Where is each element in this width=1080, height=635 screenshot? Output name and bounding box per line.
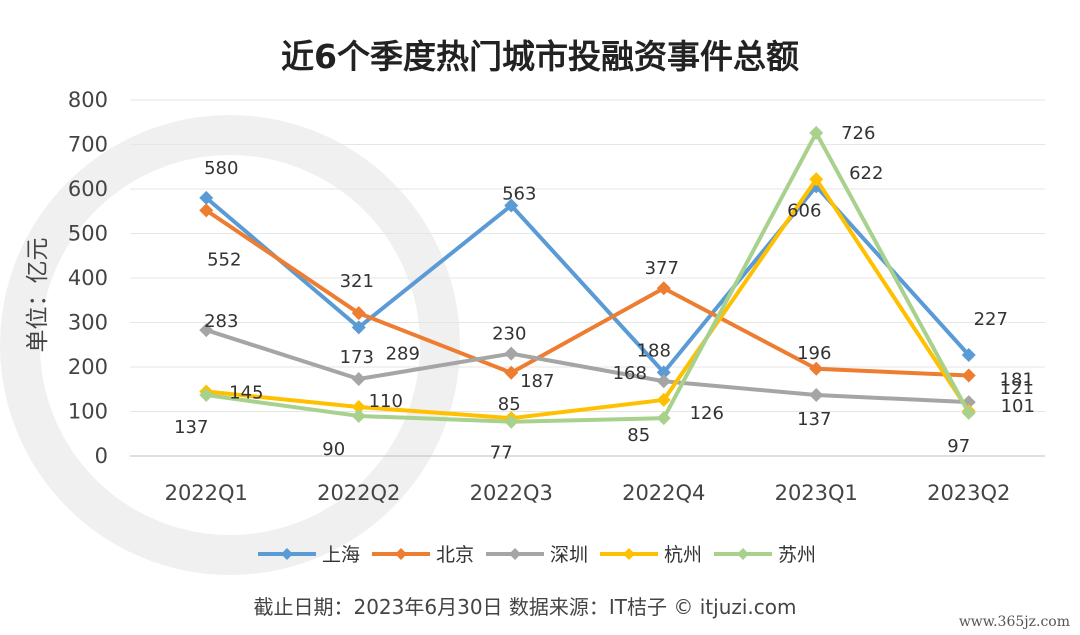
data-label: 181 bbox=[1000, 369, 1034, 390]
data-labels: 580 289 563 188 606 227 552 321 187 377 196 181 283 1… bbox=[174, 123, 1035, 464]
data-point bbox=[504, 198, 519, 213]
data-label: 580 bbox=[204, 158, 238, 179]
data-point bbox=[809, 172, 824, 187]
x-tick-label: 2022Q3 bbox=[470, 481, 553, 505]
data-point bbox=[656, 365, 671, 380]
data-point bbox=[199, 203, 214, 218]
data-point bbox=[656, 392, 671, 407]
data-label: 85 bbox=[627, 425, 650, 446]
series-line bbox=[205, 328, 969, 405]
y-tick-label: 800 bbox=[68, 88, 108, 112]
data-point bbox=[961, 405, 976, 420]
data-label: 606 bbox=[787, 200, 821, 221]
data-point bbox=[504, 414, 519, 429]
y-tick-label: 300 bbox=[68, 311, 108, 335]
data-label: 289 bbox=[386, 343, 420, 364]
data-label: 188 bbox=[637, 340, 671, 361]
data-point bbox=[351, 372, 366, 387]
data-label: 101 bbox=[1001, 396, 1035, 417]
data-label: 196 bbox=[797, 343, 831, 364]
data-point bbox=[351, 400, 366, 415]
data-point bbox=[961, 368, 976, 383]
data-point bbox=[351, 306, 366, 321]
data-point bbox=[199, 388, 214, 403]
legend-label: 杭州 bbox=[664, 544, 702, 566]
data-label: 726 bbox=[841, 123, 875, 144]
data-label: 173 bbox=[340, 347, 374, 368]
data-label: 145 bbox=[229, 382, 263, 403]
y-axis-label: 单位：亿元 bbox=[25, 238, 51, 353]
data-label: 85 bbox=[498, 394, 521, 415]
series-line bbox=[206, 177, 971, 421]
data-label: 563 bbox=[502, 183, 536, 204]
series-line bbox=[205, 130, 971, 424]
y-tick-label: 500 bbox=[68, 222, 108, 246]
x-tick-label: 2022Q2 bbox=[317, 481, 400, 505]
data-label: 283 bbox=[204, 311, 238, 332]
y-tick-labels: 0 100 200 300 400 500 600 700 800 bbox=[68, 88, 108, 468]
legend-label: 深圳 bbox=[550, 544, 588, 566]
series-line bbox=[204, 184, 971, 375]
y-tick-label: 600 bbox=[68, 177, 108, 201]
data-label: 227 bbox=[974, 309, 1008, 330]
data-label: 77 bbox=[490, 443, 513, 464]
legend: 上海 北京 深圳 杭州 苏州 bbox=[258, 544, 816, 566]
data-point bbox=[656, 411, 671, 426]
legend-label: 上海 bbox=[322, 544, 360, 566]
data-point bbox=[809, 388, 824, 403]
data-label: 90 bbox=[322, 439, 345, 460]
x-tick-label: 2023Q2 bbox=[927, 481, 1010, 505]
legend-swatch-marker bbox=[281, 548, 293, 560]
legend-swatch-marker bbox=[509, 548, 521, 560]
data-point bbox=[961, 347, 976, 362]
x-tick-labels: 2022Q1 2022Q2 2022Q3 2022Q4 2023Q1 2023Q2 bbox=[165, 481, 1011, 505]
x-tick-label: 2022Q1 bbox=[165, 481, 248, 505]
y-tick-label: 200 bbox=[68, 355, 108, 379]
data-point bbox=[656, 281, 671, 296]
y-tick-label: 100 bbox=[68, 400, 108, 424]
data-label: 187 bbox=[520, 371, 554, 392]
chart-title: 近6个季度热门城市投融资事件总额 bbox=[281, 37, 799, 76]
gridlines bbox=[130, 99, 1045, 457]
data-label: 552 bbox=[207, 249, 241, 270]
data-point bbox=[351, 320, 366, 335]
data-label: 321 bbox=[340, 271, 374, 292]
data-point bbox=[351, 408, 366, 423]
data-point bbox=[809, 125, 824, 140]
data-point bbox=[504, 365, 519, 380]
data-label: 230 bbox=[492, 324, 526, 345]
corner-watermark: www.365jz.com bbox=[959, 614, 1070, 630]
y-tick-label: 400 bbox=[68, 266, 108, 290]
data-label: 137 bbox=[797, 409, 831, 430]
series-line bbox=[205, 208, 969, 378]
data-point bbox=[504, 346, 519, 361]
y-tick-label: 0 bbox=[95, 444, 108, 468]
legend-swatch-marker bbox=[623, 548, 635, 560]
series-lines bbox=[199, 125, 976, 429]
data-point bbox=[199, 323, 214, 338]
data-point bbox=[656, 374, 671, 389]
data-label: 622 bbox=[849, 163, 883, 184]
legend-label: 北京 bbox=[436, 544, 474, 566]
source-note: 截止日期：2023年6月30日 数据来源：IT桔子 © itjuzi.com bbox=[253, 595, 796, 619]
data-label: 137 bbox=[174, 417, 208, 438]
legend-swatch-marker bbox=[395, 548, 407, 560]
data-label: 126 bbox=[690, 403, 724, 424]
data-label: 110 bbox=[369, 391, 403, 412]
legend-label: 苏州 bbox=[778, 544, 816, 566]
data-point bbox=[809, 361, 824, 376]
x-tick-label: 2023Q1 bbox=[775, 481, 858, 505]
data-label: 168 bbox=[613, 363, 647, 384]
legend-swatch-marker bbox=[737, 548, 749, 560]
data-label: 121 bbox=[1000, 378, 1034, 399]
data-label: 97 bbox=[947, 436, 970, 457]
y-tick-label: 700 bbox=[68, 133, 108, 157]
data-point bbox=[199, 190, 214, 205]
data-label: 377 bbox=[645, 258, 679, 279]
x-tick-label: 2022Q4 bbox=[622, 481, 705, 505]
